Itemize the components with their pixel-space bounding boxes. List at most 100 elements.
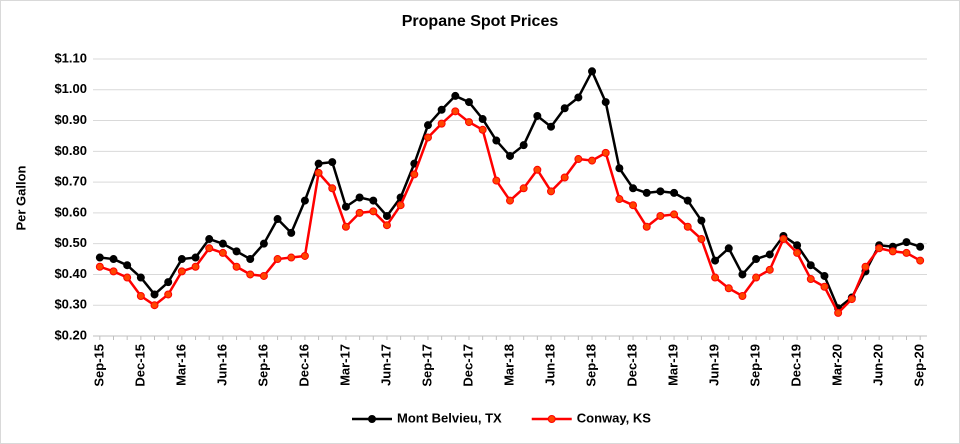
data-point	[642, 222, 651, 231]
data-point	[902, 248, 911, 257]
data-point	[95, 253, 104, 262]
data-point	[164, 290, 173, 299]
data-point	[588, 67, 597, 76]
data-point	[615, 164, 624, 173]
data-point	[724, 284, 733, 293]
data-point	[341, 222, 350, 231]
data-point	[547, 122, 556, 131]
x-tick-label: Mar-16	[173, 344, 188, 386]
data-point	[519, 184, 528, 193]
x-tick-label: Sep-18	[583, 344, 598, 387]
y-tick-label: $0.40	[54, 266, 87, 281]
data-point	[478, 115, 487, 124]
x-tick-label: Sep-16	[255, 344, 270, 387]
data-point	[519, 141, 528, 150]
data-point	[629, 184, 638, 193]
data-point	[437, 105, 446, 114]
y-tick-label: $0.50	[54, 235, 87, 250]
data-point	[300, 251, 309, 260]
data-point	[547, 187, 556, 196]
x-tick-label: Mar-17	[337, 344, 352, 386]
data-point	[656, 187, 665, 196]
data-point	[123, 273, 132, 282]
y-tick-label: $0.70	[54, 174, 87, 189]
data-point	[793, 241, 802, 250]
y-axis-label: Per Gallon	[13, 165, 28, 230]
data-point	[670, 210, 679, 219]
data-point	[464, 118, 473, 127]
data-point	[218, 239, 227, 248]
data-point	[779, 235, 788, 244]
legend-label: Mont Belvieu, TX	[397, 410, 502, 425]
data-point	[697, 235, 706, 244]
data-point	[123, 261, 132, 270]
data-point	[218, 248, 227, 257]
data-point	[328, 184, 337, 193]
data-point	[492, 176, 501, 185]
chart-title: Propane Spot Prices	[402, 13, 559, 30]
y-tick-label: $0.60	[54, 204, 87, 219]
data-point	[506, 196, 514, 205]
data-point	[328, 158, 337, 167]
data-point	[95, 262, 104, 271]
x-tick-label: Dec-16	[296, 344, 311, 387]
legend-label: Conway, KS	[577, 410, 651, 425]
data-point	[232, 247, 241, 256]
y-tick-label: $0.80	[54, 143, 87, 158]
data-point	[341, 202, 350, 211]
data-point	[506, 151, 514, 160]
data-point	[820, 271, 829, 280]
data-point	[533, 111, 542, 120]
x-tick-label: Dec-18	[624, 344, 639, 387]
data-point	[656, 211, 665, 220]
data-point	[875, 244, 884, 253]
x-tick-label: Jun-20	[871, 344, 886, 386]
data-point	[314, 159, 323, 168]
data-point	[888, 247, 897, 256]
data-point	[697, 216, 706, 225]
x-tick-label: Dec-17	[460, 344, 475, 387]
data-point	[259, 239, 268, 248]
data-point	[916, 256, 925, 265]
data-point	[683, 196, 692, 205]
data-point	[369, 196, 378, 205]
data-point	[765, 265, 774, 274]
x-tick-label: Sep-17	[419, 344, 434, 387]
data-point	[533, 165, 542, 174]
x-tick-label: Mar-18	[501, 344, 516, 386]
data-point	[834, 308, 843, 317]
data-point	[752, 273, 761, 282]
data-point	[451, 91, 460, 100]
data-point	[191, 262, 200, 271]
data-point	[423, 121, 432, 130]
data-point	[109, 267, 118, 276]
data-point	[205, 235, 214, 244]
data-point	[382, 211, 391, 220]
data-point	[109, 255, 118, 264]
data-point	[601, 148, 610, 157]
data-point	[752, 255, 761, 264]
data-point	[806, 261, 815, 270]
data-point	[670, 188, 679, 197]
data-point	[246, 270, 255, 279]
data-point	[410, 170, 419, 179]
data-point	[683, 222, 692, 231]
data-point	[382, 221, 391, 230]
data-point	[300, 196, 309, 205]
data-point	[724, 244, 733, 253]
data-point	[246, 255, 255, 264]
data-point	[150, 290, 159, 299]
legend-marker	[547, 415, 556, 423]
data-point	[423, 133, 432, 142]
x-tick-label: Mar-20	[830, 344, 845, 386]
data-point	[451, 107, 460, 116]
data-point	[492, 136, 501, 145]
x-tick-label: Dec-15	[132, 344, 147, 387]
data-point	[205, 244, 214, 253]
data-point	[191, 253, 200, 262]
data-point	[177, 255, 186, 264]
data-point	[629, 201, 638, 210]
data-point	[861, 262, 870, 271]
